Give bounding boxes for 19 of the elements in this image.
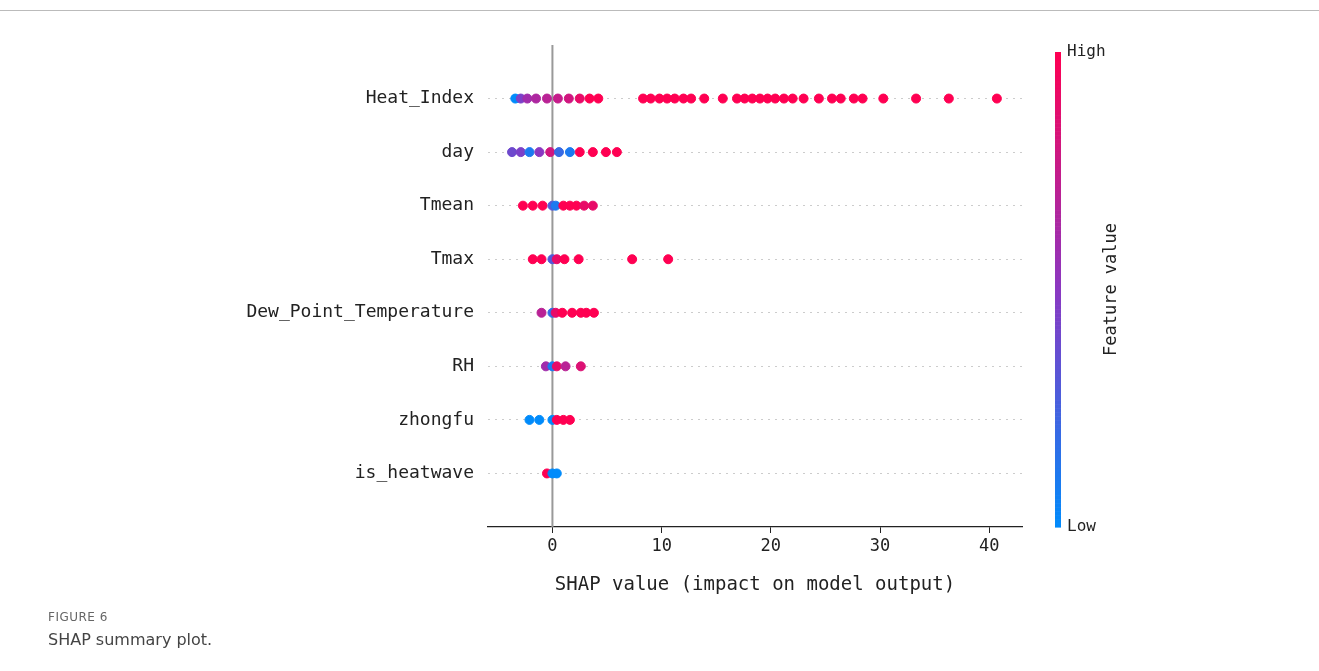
y-tick-label: Heat_Index bbox=[365, 86, 475, 108]
y-tick-label: Dew_Point_Temperature bbox=[246, 300, 474, 322]
color-bar-label: High bbox=[1067, 41, 1106, 61]
color-bar-title: Feature value bbox=[1100, 222, 1121, 357]
y-tick-label: Tmax bbox=[430, 246, 475, 268]
x-tick-label: 20 bbox=[760, 534, 782, 555]
y-tick-label: is_heatwave bbox=[354, 461, 474, 483]
y-tick-label: day bbox=[441, 139, 475, 161]
x-axis-title: SHAP value (impact on model output) bbox=[554, 571, 956, 594]
caption: FIGURE 6 bbox=[48, 610, 108, 624]
x-tick-label: 40 bbox=[979, 534, 1000, 555]
y-tick-label: zhongfu bbox=[398, 407, 474, 429]
y-tick-label: RH bbox=[452, 354, 474, 376]
x-tick-label: 10 bbox=[651, 534, 672, 555]
text: SHAP summary plot. bbox=[48, 630, 213, 649]
color-bar-label: Low bbox=[1067, 516, 1097, 536]
x-tick-label: 30 bbox=[869, 534, 891, 555]
x-tick-label: 0 bbox=[547, 534, 558, 555]
y-tick-label: Tmean bbox=[419, 193, 474, 215]
